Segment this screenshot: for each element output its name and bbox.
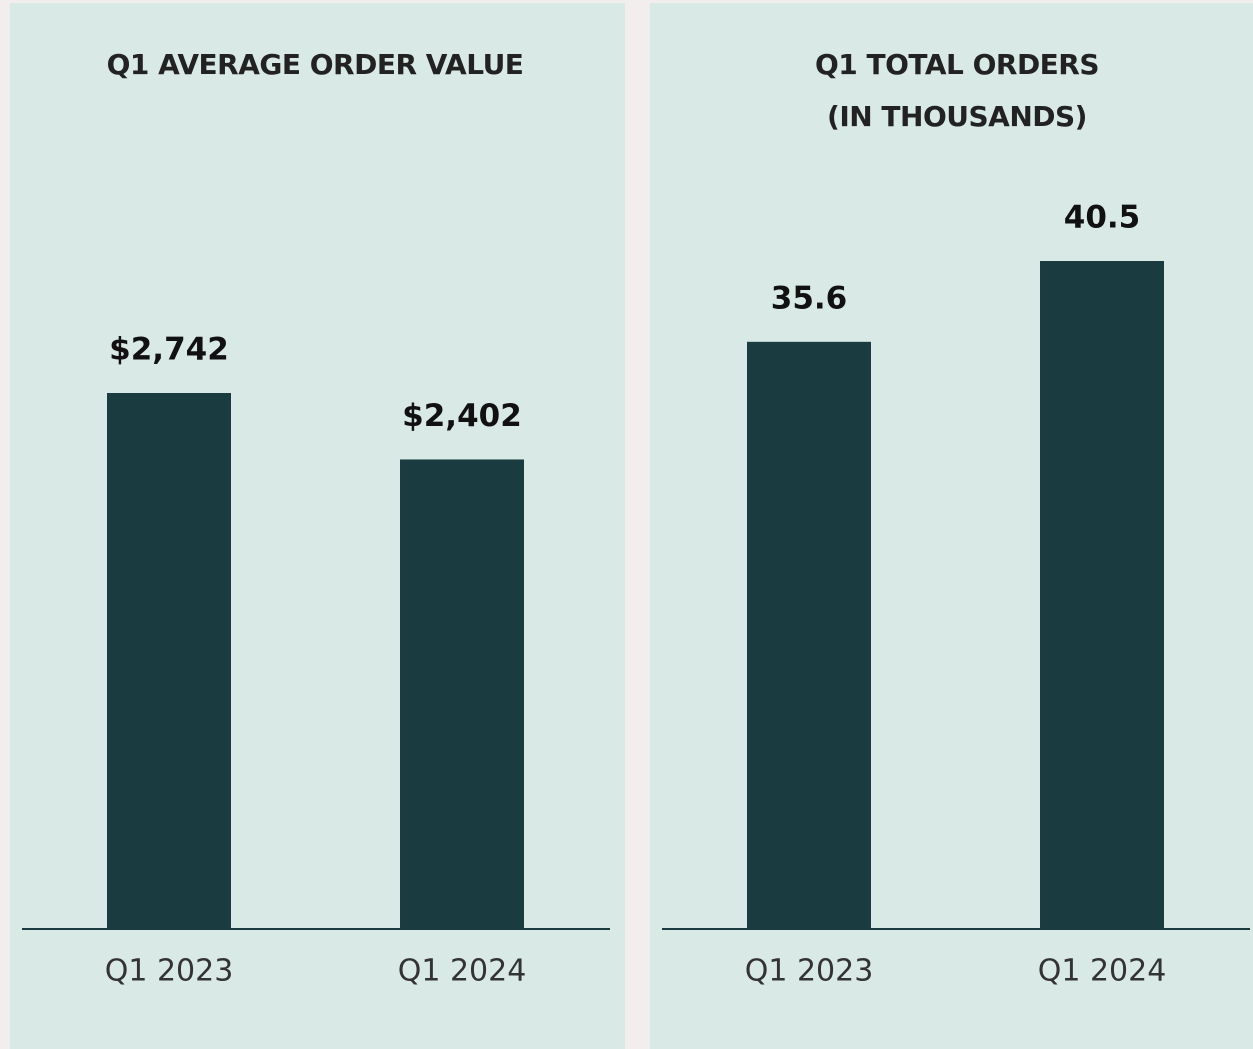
- bar: [1040, 261, 1164, 929]
- value-label: $2,402: [402, 398, 522, 434]
- bar: [400, 459, 524, 929]
- chart-subtitle: (IN THOUSANDS): [827, 100, 1087, 133]
- value-label: $2,742: [109, 332, 229, 368]
- x-tick-label: Q1 2023: [745, 954, 874, 989]
- chart-title: Q1 TOTAL ORDERS: [815, 48, 1099, 81]
- x-tick-label: Q1 2024: [398, 954, 527, 989]
- value-label: 40.5: [1064, 200, 1141, 236]
- bar: [107, 393, 231, 929]
- value-label: 35.6: [771, 280, 848, 316]
- bar: [747, 341, 871, 929]
- x-tick-label: Q1 2024: [1038, 954, 1167, 989]
- x-tick-label: Q1 2023: [105, 954, 234, 989]
- panel: [10, 3, 625, 1049]
- chart-title: Q1 AVERAGE ORDER VALUE: [107, 48, 524, 81]
